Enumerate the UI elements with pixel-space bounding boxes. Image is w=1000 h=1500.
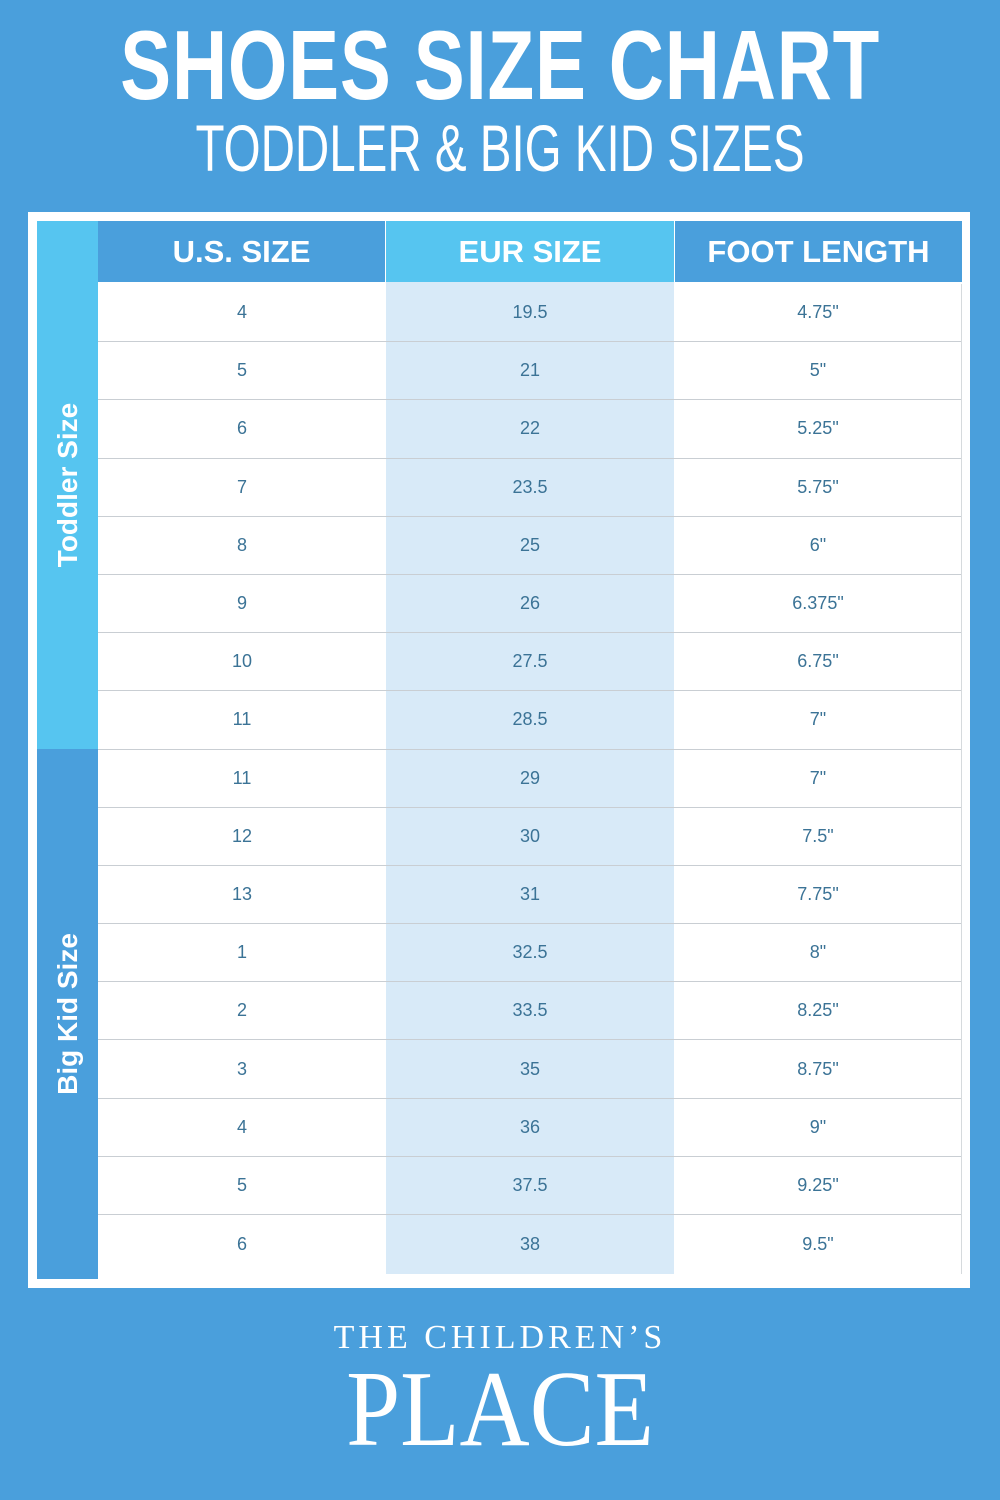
table-row: 13 31 7.75" xyxy=(98,866,962,925)
foot-length-cell: 5.25" xyxy=(797,418,839,439)
foot-length-cell: 7.75" xyxy=(797,883,839,904)
us-size-cell: 6 xyxy=(236,1233,247,1254)
table-row: 10 27.5 6.75" xyxy=(98,633,962,692)
eur-size-cell: 29 xyxy=(519,767,541,788)
us-size-cell: 3 xyxy=(236,1058,247,1079)
table-row: 5 21 5" xyxy=(98,342,962,401)
foot-length-cell: 9" xyxy=(809,1116,827,1137)
eur-size-cell: 36 xyxy=(519,1116,541,1137)
brand-logo-line2: PLACE xyxy=(346,1350,654,1469)
table-row: 7 23.5 5.75" xyxy=(98,459,962,517)
eur-size-cell: 35 xyxy=(519,1058,541,1079)
table-row: 9 26 6.375" xyxy=(98,575,962,634)
foot-length-cell: 9.25" xyxy=(797,1174,839,1195)
foot-length-cell: 6" xyxy=(809,534,827,555)
eur-size-cell: 23.5 xyxy=(512,476,548,497)
us-size-cell: 1 xyxy=(236,942,247,963)
us-size-cell: 9 xyxy=(236,593,247,614)
foot-length-cell: 6.375" xyxy=(792,593,844,614)
us-size-cell: 7 xyxy=(236,476,247,497)
us-size-cell: 5 xyxy=(236,1174,247,1195)
table-row: 12 30 7.5" xyxy=(98,808,962,866)
page-title: SHOES SIZE CHART xyxy=(120,10,880,120)
table-row: 6 38 9.5" xyxy=(98,1215,962,1273)
eur-size-cell: 22 xyxy=(519,418,541,439)
eur-size-cell: 19.5 xyxy=(512,302,548,323)
table-row: 3 35 8.75" xyxy=(98,1040,962,1099)
foot-length-cell: 9.5" xyxy=(802,1233,834,1254)
eur-size-cell: 25 xyxy=(519,534,541,555)
size-table-body: 4 19.5 4.75" 5 21 5" 6 22 5.25" 7 23.5 5.75" 8 25 6" 9 2… xyxy=(98,284,962,1273)
foot-length-cell: 8.25" xyxy=(797,1000,839,1021)
eur-size-cell: 30 xyxy=(519,825,541,846)
foot-length-cell: 5" xyxy=(809,360,827,381)
column-header-foot-length: FOOT LENGTH xyxy=(675,221,962,282)
page-subtitle: TODDLER & BIG KID SIZES xyxy=(195,111,805,185)
eur-size-cell: 37.5 xyxy=(512,1174,548,1195)
eur-size-cell: 32.5 xyxy=(512,942,548,963)
foot-length-cell: 8.75" xyxy=(797,1058,839,1079)
eur-size-cell: 33.5 xyxy=(512,1000,548,1021)
foot-length-cell: 7" xyxy=(809,709,827,730)
table-row: 4 36 9" xyxy=(98,1099,962,1157)
us-size-cell: 10 xyxy=(231,651,253,672)
us-size-cell: 5 xyxy=(236,360,247,381)
eur-size-cell: 31 xyxy=(519,883,541,904)
table-row: 2 33.5 8.25" xyxy=(98,982,962,1041)
foot-length-cell: 5.75" xyxy=(797,476,839,497)
us-size-cell: 4 xyxy=(236,1116,247,1137)
brand-logo-line1: THE CHILDREN’S xyxy=(333,1319,667,1356)
group-label-toddler: Toddler Size xyxy=(37,221,98,749)
table-row: 11 28.5 7" xyxy=(98,691,962,750)
eur-size-cell: 21 xyxy=(519,360,541,381)
us-size-cell: 6 xyxy=(236,418,247,439)
table-row: 4 19.5 4.75" xyxy=(98,284,962,343)
table-row: 8 25 6" xyxy=(98,517,962,575)
column-header-eur-size: EUR SIZE xyxy=(386,221,674,282)
table-border xyxy=(961,284,962,1274)
foot-length-cell: 6.75" xyxy=(797,651,839,672)
foot-length-cell: 4.75" xyxy=(797,302,839,323)
us-size-cell: 12 xyxy=(231,825,253,846)
us-size-cell: 2 xyxy=(236,1000,247,1021)
us-size-cell: 13 xyxy=(231,883,253,904)
eur-size-cell: 27.5 xyxy=(512,651,548,672)
column-header-us-size: U.S. SIZE xyxy=(98,221,385,282)
eur-size-cell: 26 xyxy=(519,593,541,614)
group-label-big-kid: Big Kid Size xyxy=(37,749,98,1279)
eur-size-cell: 38 xyxy=(519,1233,541,1254)
table-row: 5 37.5 9.25" xyxy=(98,1157,962,1215)
eur-size-cell: 28.5 xyxy=(512,709,548,730)
us-size-cell: 11 xyxy=(232,767,252,788)
table-row: 11 29 7" xyxy=(98,750,962,808)
table-row: 1 32.5 8" xyxy=(98,924,962,983)
foot-length-cell: 8" xyxy=(809,942,827,963)
us-size-cell: 11 xyxy=(232,709,252,730)
us-size-cell: 4 xyxy=(236,302,247,323)
foot-length-cell: 7.5" xyxy=(802,825,834,846)
table-row: 6 22 5.25" xyxy=(98,400,962,459)
foot-length-cell: 7" xyxy=(809,767,827,788)
us-size-cell: 8 xyxy=(236,534,247,555)
